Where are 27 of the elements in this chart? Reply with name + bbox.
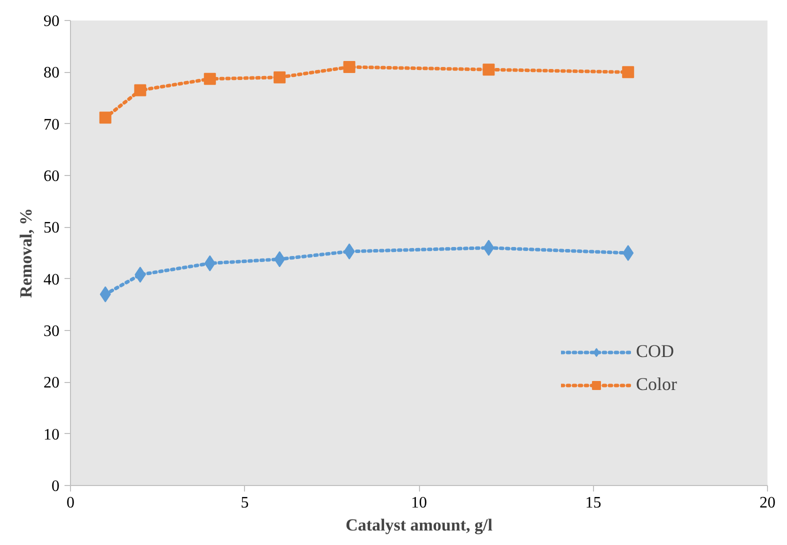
- x-tick-label: 15: [585, 494, 602, 512]
- point: [343, 61, 356, 73]
- x-tick-label: 20: [760, 494, 776, 512]
- point: [622, 66, 634, 78]
- point: [134, 84, 146, 96]
- point: [204, 72, 216, 85]
- legend-label: Color: [636, 374, 677, 395]
- y-tick-label: 10: [44, 426, 60, 444]
- legend-label: COD: [636, 341, 674, 362]
- y-tick-label: 60: [44, 168, 60, 185]
- y-tick-label: 90: [44, 13, 60, 30]
- y-tick-label: 70: [44, 116, 60, 134]
- y-tick-label: 0: [52, 478, 60, 495]
- y-axis-title: Removal, %: [16, 208, 36, 298]
- y-tick-label: 80: [44, 64, 60, 82]
- x-axis-title: Catalyst amount, g/l: [346, 516, 493, 534]
- x-tick-label: 0: [66, 494, 74, 512]
- point: [99, 112, 112, 124]
- x-tick-label: 5: [240, 494, 249, 512]
- point: [482, 64, 495, 76]
- x-tick-label: 10: [411, 494, 427, 512]
- y-tick-label: 50: [44, 220, 60, 237]
- y-tick-label: 20: [44, 374, 60, 392]
- y-tick-label: 30: [44, 323, 60, 340]
- point: [274, 71, 286, 84]
- point: [622, 245, 634, 261]
- y-tick-label: 40: [44, 271, 60, 288]
